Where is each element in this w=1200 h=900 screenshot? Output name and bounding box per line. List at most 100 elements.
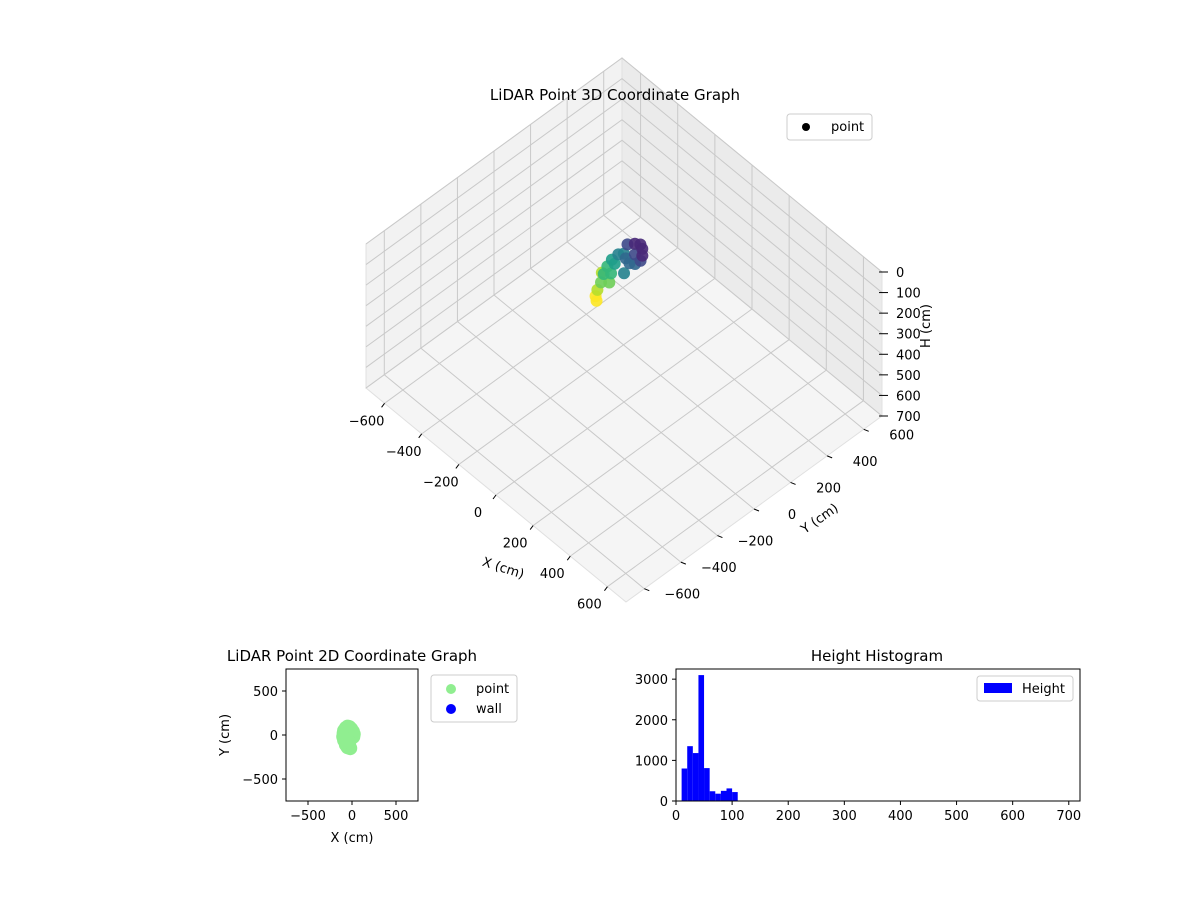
3d-points (589, 237, 649, 307)
tick-label-x: 400 (888, 809, 913, 824)
histogram-bar (726, 788, 733, 801)
tick-mark-x (492, 494, 497, 500)
tick-label-y: −200 (738, 535, 774, 550)
tick-label-x: −600 (349, 414, 385, 429)
histogram-bar (698, 675, 705, 801)
tick-mark-x (566, 555, 571, 561)
legend-label-point: point (476, 682, 509, 697)
tick-label-x: 600 (1000, 809, 1025, 824)
3d-gridlines (365, 57, 883, 590)
tick-mark-y (644, 588, 650, 592)
tick-mark-y (680, 561, 687, 565)
tick-label-x: 200 (776, 809, 801, 824)
tick-mark-x (381, 402, 385, 408)
histogram-bar (687, 746, 693, 801)
chart-histogram: Height Histogram 0 100 200 300 400 500 600 7000… (635, 647, 1081, 824)
tick-label-y: 0 (270, 729, 278, 744)
histogram-bar (692, 753, 699, 801)
tick-label-x: 500 (384, 809, 409, 824)
tick-label-y: 2000 (635, 714, 668, 729)
legend-box (976, 675, 1074, 702)
tick-mark-y (717, 535, 723, 539)
tick-label-x: 100 (720, 809, 745, 824)
tick-label-y: 3000 (635, 673, 668, 688)
gridline-z (365, 57, 883, 273)
histogram-legend: Height (976, 675, 1074, 702)
data-point-3d (618, 267, 631, 280)
gridline-z (365, 139, 883, 355)
tick-label-z: 700 (896, 410, 921, 425)
tick-label-y: 1000 (635, 754, 668, 769)
gridline-z (365, 119, 883, 335)
tick-label-y: −500 (242, 773, 278, 788)
tick-label-x: 200 (503, 537, 528, 552)
chart-3d-ylabel: Y (cm) (798, 501, 842, 538)
histogram-ticks: 0 100 200 300 400 500 600 700 0 1000 2000 3000 (635, 673, 1081, 824)
chart-2d-ylabel: Y (cm) (218, 714, 233, 757)
legend-box (786, 113, 873, 141)
tick-label-z: 0 (896, 266, 904, 281)
data-point-3d (636, 242, 649, 255)
legend-label-point: point (831, 120, 864, 135)
tick-label-z: 400 (896, 348, 921, 363)
gridline-z (365, 98, 883, 314)
chart-histogram-title: Height Histogram (811, 647, 943, 665)
chart-2d: LiDAR Point 2D Coordinate Graph −500 0 500… (218, 647, 518, 846)
tick-label-z: 200 (896, 307, 921, 322)
legend-label-height: Height (1022, 682, 1065, 697)
histogram-axes-frame (675, 668, 1081, 802)
tick-label-x: 500 (944, 809, 969, 824)
tick-mark-y (790, 481, 796, 485)
tick-mark-x (604, 586, 608, 592)
tick-label-x: −500 (290, 809, 326, 824)
histogram-bar (732, 792, 738, 801)
data-point-point (341, 735, 356, 750)
tick-label-z: 100 (896, 287, 921, 302)
chart-3d-zlabel: H (cm) (919, 304, 934, 348)
chart-3d: −600−400−2000200400600−600−400−200020040… (349, 56, 934, 613)
histogram-bar (720, 790, 727, 801)
tick-label-z: 300 (896, 328, 921, 343)
tick-mark-x (455, 464, 460, 469)
tick-mark-y (826, 455, 833, 459)
tick-label-x: 600 (577, 598, 602, 613)
histogram-bar (681, 768, 688, 801)
histogram-bar (715, 793, 721, 801)
tick-label-y: 200 (816, 481, 841, 496)
3d-ticks: −600−400−2000200400600−600−400−200020040… (349, 266, 921, 613)
tick-label-y: 500 (253, 685, 278, 700)
tick-label-y: −600 (664, 588, 700, 603)
data-point-3d (608, 257, 621, 270)
tick-mark-y (863, 428, 869, 432)
tick-label-y: 0 (660, 795, 668, 810)
tick-mark-y (753, 508, 760, 512)
legend-marker-point (446, 684, 456, 694)
tick-mark-x (418, 433, 423, 439)
gridline-z (365, 77, 883, 293)
tick-label-x: 300 (832, 809, 857, 824)
chart-2d-title: LiDAR Point 2D Coordinate Graph (227, 647, 477, 665)
histogram-bars (681, 675, 738, 801)
chart-2d-legend: point wall (430, 674, 518, 723)
tick-label-x: 0 (672, 809, 680, 824)
tick-label-y: −400 (701, 561, 737, 576)
gridline-z (365, 160, 883, 376)
2d-ticks: −500 0 500 −500 0 500 (242, 685, 408, 824)
gridline-z (365, 201, 883, 417)
tick-label-x: −200 (423, 475, 459, 490)
tick-label-x: 700 (1056, 809, 1081, 824)
tick-label-y: 400 (853, 455, 878, 470)
tick-label-x: 0 (348, 809, 356, 824)
histogram-bar (709, 791, 716, 801)
tick-label-x: 0 (474, 506, 482, 521)
tick-label-z: 600 (896, 389, 921, 404)
tick-label-y: 600 (889, 428, 914, 443)
legend-label-wall: wall (476, 702, 502, 717)
legend-marker-point (802, 123, 810, 131)
chart-3d-title: LiDAR Point 3D Coordinate Graph (490, 86, 740, 104)
data-point-3d (603, 276, 616, 289)
histogram-bar (704, 768, 710, 801)
tick-label-z: 500 (896, 369, 921, 384)
legend-marker-wall (446, 704, 456, 714)
